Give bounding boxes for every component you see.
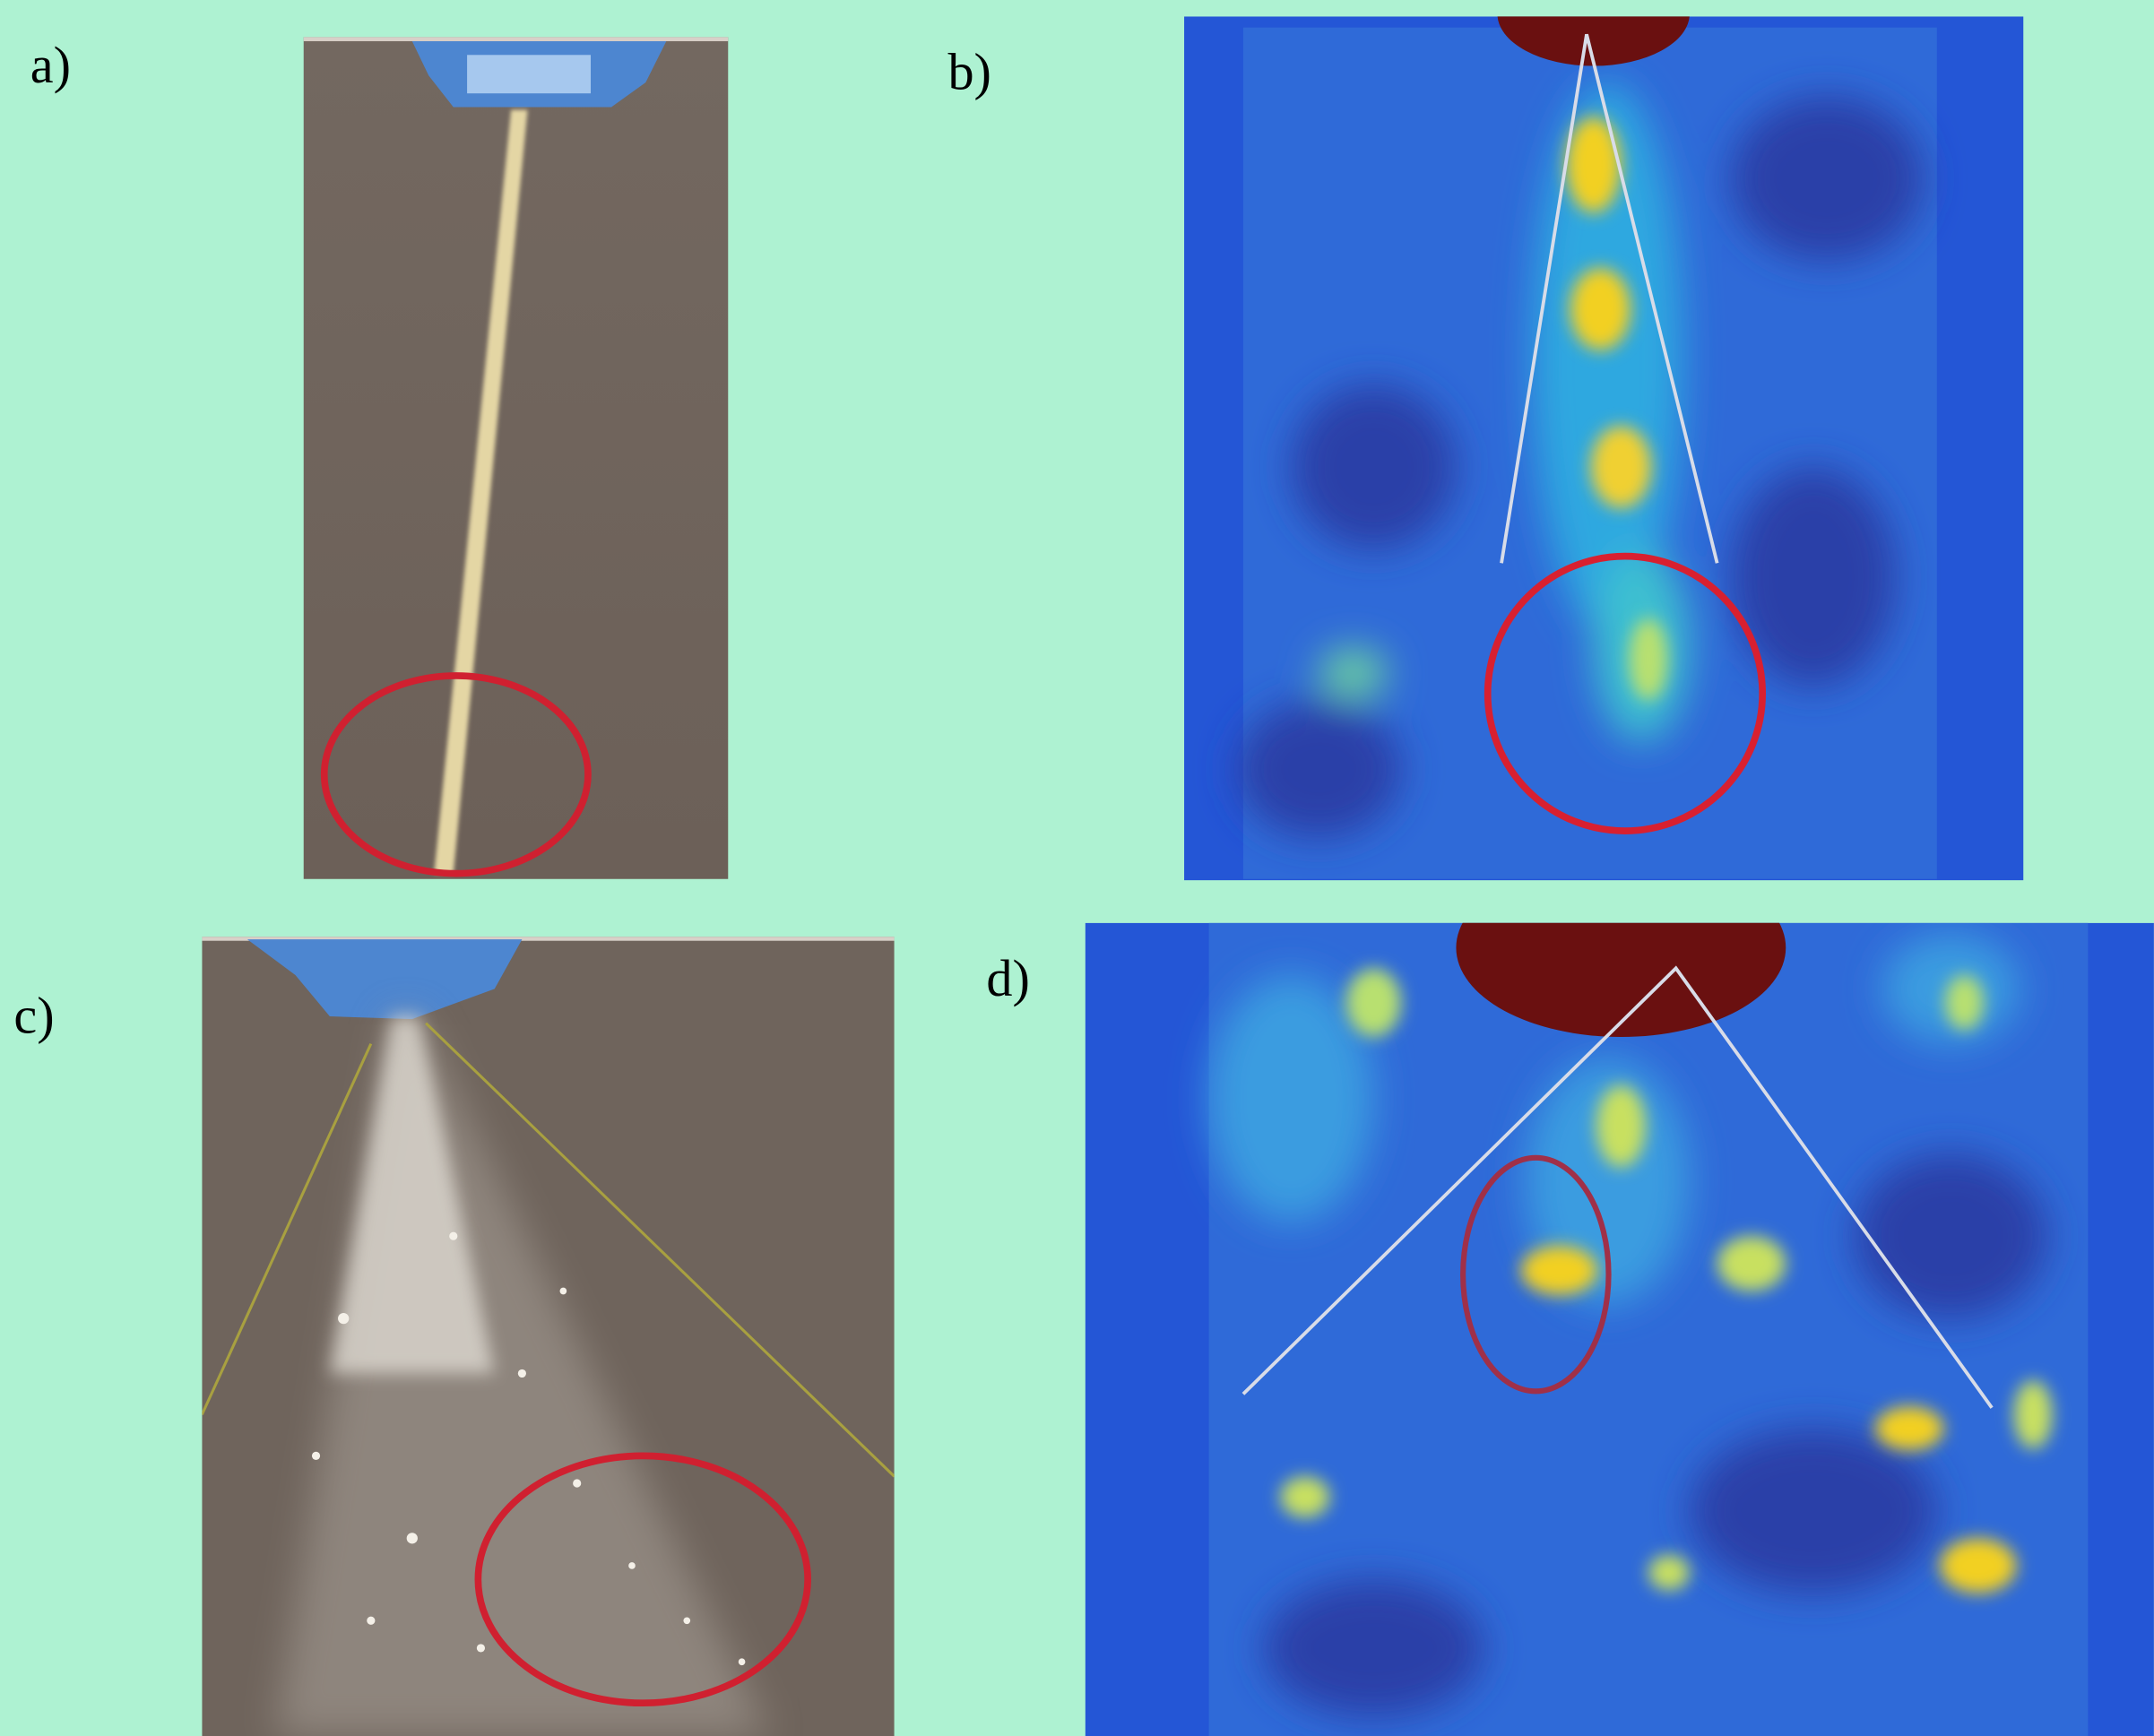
panel-label: b) — [947, 43, 991, 101]
panel-label: a) — [30, 36, 71, 94]
panel-label: d) — [986, 949, 1029, 1007]
figure: a) b) — [0, 0, 2154, 1736]
panel-b-field — [1184, 0, 2023, 880]
panel-c-photo — [202, 937, 894, 1736]
panel-a-photo — [304, 37, 729, 878]
page: a) b) — [0, 0, 2154, 1736]
panel-label: c) — [13, 986, 54, 1044]
panel-d-field — [1086, 859, 2154, 1736]
